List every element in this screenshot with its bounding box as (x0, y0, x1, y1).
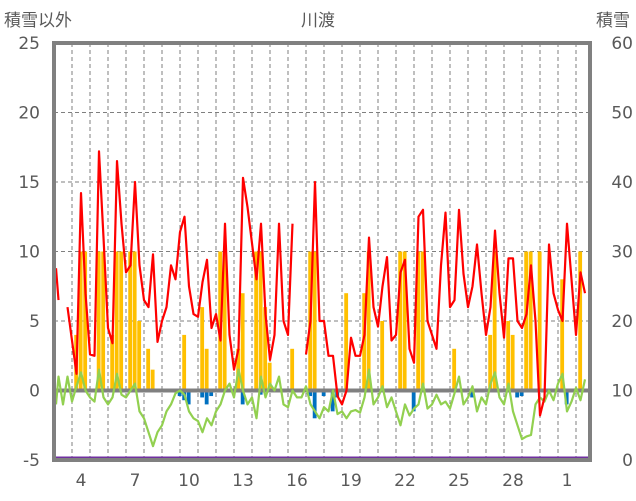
blue-bar (519, 390, 524, 397)
orange-bar (254, 251, 259, 391)
right-tick-label: 40 (611, 173, 633, 193)
orange-bar (200, 307, 205, 391)
orange-bar (101, 251, 106, 391)
left-tick-label: 25 (18, 34, 40, 54)
right-tick-label: 20 (611, 312, 633, 332)
left-tick-label: 10 (18, 243, 40, 263)
orange-bar (380, 321, 385, 391)
orange-bar (312, 251, 317, 391)
blue-bar (411, 390, 416, 412)
orange-bar (506, 321, 511, 391)
x-tick-label: 28 (502, 471, 524, 491)
right-tick-label: 50 (611, 104, 633, 124)
orange-bar (258, 251, 263, 391)
orange-bar (524, 251, 529, 391)
orange-bar (146, 348, 151, 391)
orange-bar (96, 251, 101, 391)
orange-bar (78, 251, 83, 391)
orange-bar (204, 348, 209, 391)
x-tick-label: 13 (232, 471, 254, 491)
left-tick-label: -5 (23, 451, 40, 471)
orange-bar (263, 307, 268, 391)
orange-bar (132, 251, 137, 391)
blue-bar (200, 390, 205, 398)
x-tick-label: 19 (340, 471, 362, 491)
blue-bar (321, 390, 326, 397)
plot-frame (52, 41, 592, 462)
blue-bar (564, 390, 569, 405)
left-tick-label: 20 (18, 104, 40, 124)
blue-bar (209, 390, 214, 397)
orange-bar (240, 293, 245, 391)
red-series-line (54, 150, 587, 417)
x-tick-label: 25 (448, 471, 470, 491)
blue-bar (204, 390, 209, 405)
x-tick-label: 22 (394, 471, 416, 491)
orange-bar (492, 251, 497, 391)
orange-bar (416, 251, 421, 391)
orange-bar (267, 362, 272, 391)
orange-bar (398, 251, 403, 391)
x-tick-label: 1 (562, 471, 573, 491)
orange-bar (488, 334, 493, 391)
orange-bar (578, 251, 583, 391)
right-tick-label: 0 (622, 451, 633, 471)
orange-bar (402, 251, 407, 391)
orange-bar (452, 348, 457, 391)
orange-bar (560, 279, 565, 391)
x-tick-label: 16 (286, 471, 308, 491)
right-tick-label: 60 (611, 34, 633, 54)
orange-bar (114, 251, 119, 391)
left-tick-label: 5 (29, 312, 40, 332)
blue-bar (470, 390, 475, 398)
left-axis-title: 積雪以外 (4, 11, 72, 31)
blue-bar (515, 390, 520, 398)
orange-bar (150, 369, 155, 391)
orange-bar (83, 251, 88, 391)
orange-bar (420, 251, 425, 391)
blue-bar (186, 390, 191, 405)
blue-bar (308, 390, 313, 397)
orange-bar (366, 251, 371, 391)
blue-bar (312, 390, 317, 419)
right-tick-label: 10 (611, 382, 633, 402)
left-tick-label: 15 (18, 173, 40, 193)
blue-bar (330, 390, 335, 412)
orange-bar (182, 334, 187, 391)
orange-bar (128, 251, 133, 391)
right-axis-title: 積雪 (596, 11, 630, 31)
orange-bar (510, 334, 515, 391)
x-tick-label: 10 (178, 471, 200, 491)
blue-bar (177, 390, 182, 397)
orange-bar (110, 334, 115, 391)
orange-bar (528, 251, 533, 391)
blue-bar (258, 390, 263, 395)
orange-bar (344, 293, 349, 391)
orange-bar (222, 251, 227, 391)
left-tick-label: 0 (29, 382, 40, 402)
x-tick-label: 7 (130, 471, 141, 491)
right-tick-label: 30 (611, 243, 633, 263)
x-tick-label: 4 (76, 471, 87, 491)
orange-bar (537, 251, 542, 391)
blue-bar (240, 390, 245, 405)
green-series-line (54, 368, 587, 448)
orange-bar (119, 251, 124, 391)
orange-bar (137, 321, 142, 391)
orange-bar (362, 293, 367, 391)
orange-bar (290, 348, 295, 391)
chart-title: 川渡 (301, 11, 335, 31)
